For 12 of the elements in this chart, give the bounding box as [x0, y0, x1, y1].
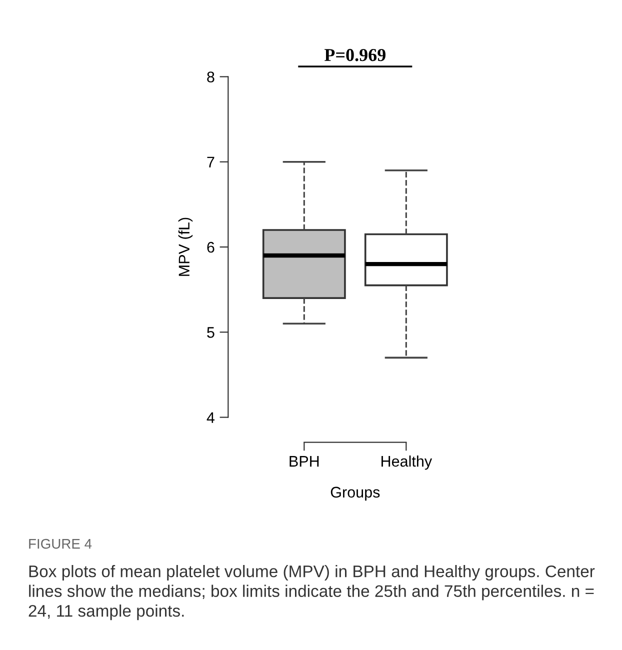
y-tick-label: 5	[207, 327, 214, 338]
y-tick-label: 8	[207, 72, 214, 82]
y-tick-label: 6	[207, 242, 214, 253]
text: P=0.969	[324, 48, 386, 62]
x-tick-label: BPH	[290, 456, 319, 467]
text: Box plots of mean platelet volume (MPV) in BPH and Healthy groups. Center lines show the medians; box limits indicate the 25th and 75th percentiles. n = 24, 11 sample points.	[28, 565, 595, 620]
x-tick-label: Healthy	[382, 455, 432, 470]
caption: FIGURE 4	[29, 538, 92, 549]
y-tick-label: 7	[207, 156, 214, 168]
x-axis-title: Groups	[330, 486, 380, 501]
y-axis-title: MPV (fL)	[178, 218, 193, 276]
y-tick-label: 4	[206, 412, 215, 423]
